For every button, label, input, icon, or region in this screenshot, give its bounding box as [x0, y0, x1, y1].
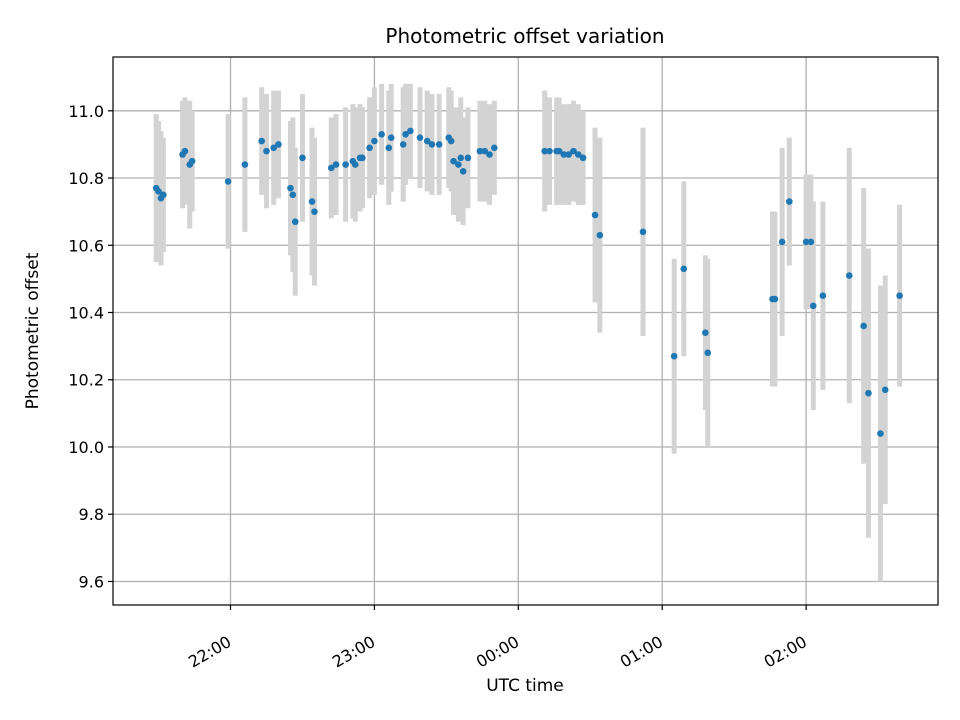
- data-point: [486, 151, 493, 158]
- data-point: [778, 238, 786, 246]
- data-point: [224, 178, 232, 185]
- data-point: [327, 164, 335, 172]
- data-point: [287, 184, 294, 192]
- data-point: [275, 141, 282, 148]
- data-point: [299, 154, 306, 162]
- data-point: [680, 265, 688, 273]
- data-point: [860, 322, 867, 330]
- y-tick-label: 10.0: [68, 438, 104, 457]
- data-point: [435, 141, 443, 148]
- data-point: [241, 161, 249, 168]
- data-point: [457, 154, 465, 162]
- data-point: [807, 238, 815, 246]
- y-tick-label: 10.6: [68, 236, 104, 255]
- data-point: [809, 302, 817, 310]
- data-point: [407, 127, 414, 135]
- data-point: [342, 161, 349, 168]
- data-point: [311, 208, 318, 215]
- data-point: [308, 198, 316, 205]
- x-axis-title: UTC time: [486, 676, 564, 696]
- data-point: [802, 238, 810, 246]
- data-point: [786, 198, 793, 205]
- data-point: [359, 154, 366, 162]
- data-point: [704, 349, 712, 357]
- data-point: [423, 137, 431, 145]
- data-point: [371, 137, 378, 145]
- data-point: [896, 292, 903, 299]
- data-point: [450, 157, 457, 165]
- data-point: [877, 430, 884, 437]
- data-point: [541, 147, 548, 155]
- data-point: [291, 218, 299, 226]
- data-point: [385, 144, 393, 152]
- data-point: [447, 137, 455, 145]
- data-point: [464, 154, 472, 162]
- data-point: [481, 147, 489, 155]
- y-tick-label: 10.2: [68, 371, 104, 390]
- data-point: [570, 147, 577, 155]
- data-point: [639, 228, 647, 236]
- data-point: [378, 131, 385, 138]
- data-point: [819, 292, 827, 299]
- data-point: [865, 389, 872, 397]
- data-point: [459, 168, 467, 175]
- data-point: [155, 188, 162, 195]
- data-point: [591, 211, 599, 219]
- data-point: [289, 191, 297, 199]
- data-point: [160, 191, 167, 199]
- data-point: [670, 352, 678, 360]
- data-point: [332, 161, 340, 168]
- data-points: [152, 127, 903, 437]
- data-point: [399, 141, 407, 148]
- data-point: [428, 141, 436, 148]
- data-point: [402, 131, 409, 138]
- data-point: [560, 151, 568, 158]
- data-point: [491, 144, 498, 152]
- data-point: [702, 329, 709, 336]
- y-tick-label: 9.6: [79, 572, 104, 591]
- data-point: [188, 157, 196, 165]
- data-point: [596, 231, 604, 239]
- y-tick-label: 11.0: [68, 102, 104, 121]
- data-point: [387, 134, 395, 141]
- data-point: [555, 147, 563, 155]
- data-point: [258, 137, 265, 145]
- y-tick-label: 9.8: [79, 505, 104, 524]
- data-point: [263, 147, 270, 155]
- y-axis: 9.6 9.8 10.0 10.2 10.4 10.6 10.8 11.0: [68, 102, 113, 591]
- data-point: [455, 161, 462, 168]
- y-tick-label: 10.4: [68, 304, 104, 323]
- y-tick-label: 10.8: [68, 169, 104, 188]
- plot-area-frame: [112, 56, 939, 606]
- data-point: [351, 161, 359, 168]
- data-point: [546, 147, 553, 155]
- data-point: [574, 151, 582, 158]
- chart-title: Photometric offset variation: [385, 24, 664, 48]
- data-point: [565, 151, 572, 158]
- data-point: [181, 147, 189, 155]
- data-point: [845, 272, 853, 279]
- data-point: [476, 147, 484, 155]
- data-point: [771, 295, 779, 303]
- y-axis-title: Photometric offset: [23, 252, 43, 409]
- data-point: [579, 154, 587, 162]
- data-point: [881, 386, 889, 394]
- data-point: [416, 134, 424, 141]
- data-point: [366, 144, 373, 152]
- data-point: [270, 144, 277, 152]
